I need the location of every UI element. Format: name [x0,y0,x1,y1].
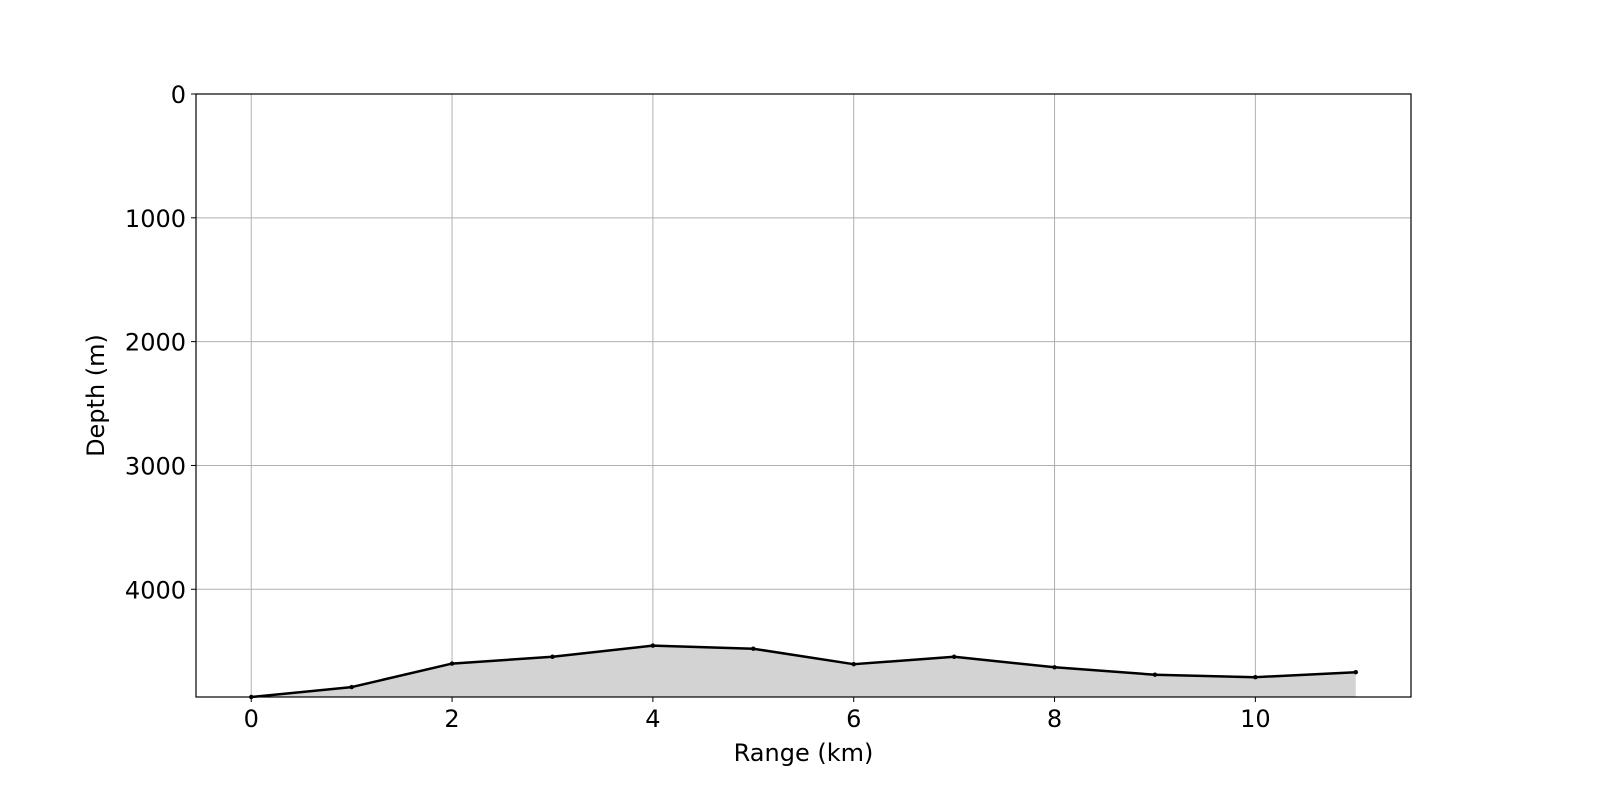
depth-point [851,661,856,667]
y-tick-label: 2000 [125,329,186,357]
depth-line [251,644,1356,699]
y-axis-ticks: 0 1000 2000 3000 4000 [125,81,196,604]
x-tick-label: 10 [1240,705,1271,733]
x-tick-label: 6 [846,705,861,733]
y-tick-label: 1000 [125,205,186,233]
depth-point [1353,670,1358,675]
y-tick-label: 3000 [125,452,186,480]
depth-point [1052,665,1057,670]
y-tick-label: 0 [171,81,186,109]
depth-point [751,646,756,651]
depth-point [349,684,354,690]
depth-point [1152,672,1158,677]
y-axis-label: Depth (m) [82,334,110,457]
depth-point [449,661,455,666]
depth-point [1253,674,1258,680]
depth-line-layer [251,644,1356,699]
depth-point [951,654,957,659]
x-tick-label: 2 [444,705,459,733]
x-tick-label: 8 [1047,705,1062,733]
x-tick-label: 4 [645,705,660,733]
x-axis-ticks: 0 2 4 6 8 10 [244,697,1271,733]
y-tick-label: 4000 [125,576,186,604]
depth-point [650,643,656,648]
x-axis-label: Range (km) [734,739,874,767]
x-tick-label: 0 [244,705,259,733]
plot-frame [195,93,1412,698]
depth-point [550,654,555,659]
